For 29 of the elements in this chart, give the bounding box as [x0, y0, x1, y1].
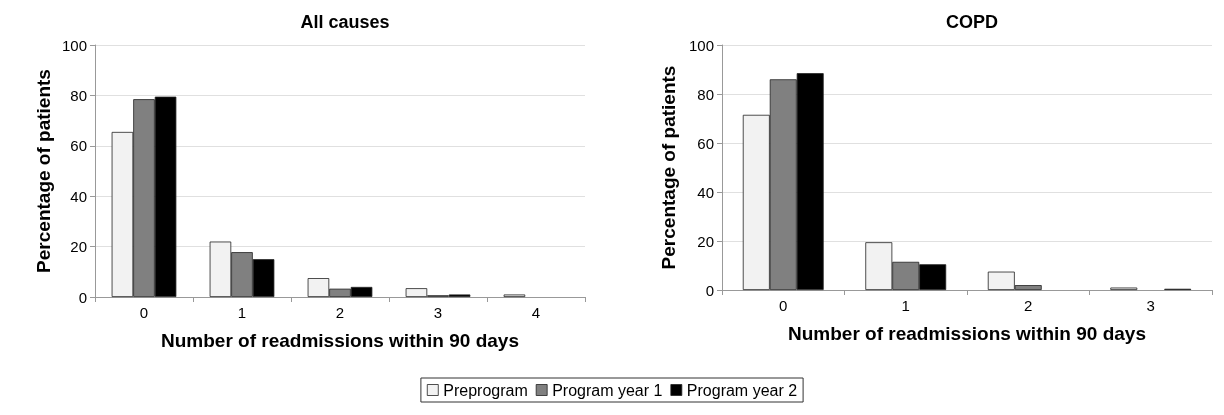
y-tick-label: 20 — [70, 238, 87, 256]
legend-label: Program year 1 — [552, 381, 663, 399]
y-tick-label: 100 — [688, 36, 714, 54]
y-tick-label: 80 — [70, 86, 87, 104]
y-tick-label: 80 — [697, 85, 714, 103]
legend-label: Program year 2 — [686, 381, 798, 399]
x-axis-title: Number of readmissions within 90 days — [161, 330, 519, 351]
x-tick-label: 1 — [901, 297, 910, 314]
x-tick-label: 2 — [335, 304, 345, 321]
chart-title: All causes — [300, 12, 390, 32]
y-tick-label: 100 — [61, 36, 87, 54]
y-tick-label: 20 — [697, 232, 714, 250]
y-tick-label: 40 — [70, 187, 87, 205]
x-tick-label: 1 — [237, 304, 247, 321]
x-tick-label: 4 — [531, 304, 541, 321]
y-axis-title: Percentage of patients — [658, 65, 680, 270]
legend-label: Preprogram — [443, 381, 528, 399]
x-tick-label: 0 — [779, 297, 788, 314]
x-axis-title: Number of readmissions within 90 days — [788, 323, 1146, 344]
x-tick-label: 3 — [1146, 297, 1155, 314]
y-tick-label: 60 — [70, 137, 87, 155]
x-tick-label: 3 — [433, 304, 443, 321]
y-tick-label: 40 — [697, 183, 714, 201]
chart-title: COPD — [945, 12, 999, 32]
x-tick-label: 0 — [139, 304, 149, 321]
y-tick-label: 60 — [697, 134, 714, 152]
y-tick-label: 0 — [705, 281, 714, 299]
x-tick-label: 2 — [1024, 297, 1033, 314]
y-axis-title: Percentage of patients — [33, 69, 54, 273]
